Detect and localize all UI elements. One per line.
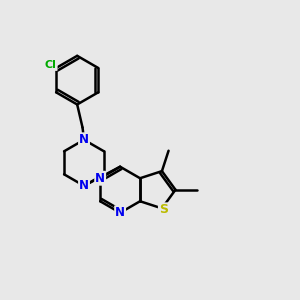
Text: Cl: Cl [45, 60, 57, 70]
Text: N: N [79, 179, 89, 192]
Text: N: N [79, 133, 89, 146]
Text: S: S [159, 203, 168, 216]
Text: N: N [115, 206, 125, 219]
Text: N: N [95, 172, 105, 185]
